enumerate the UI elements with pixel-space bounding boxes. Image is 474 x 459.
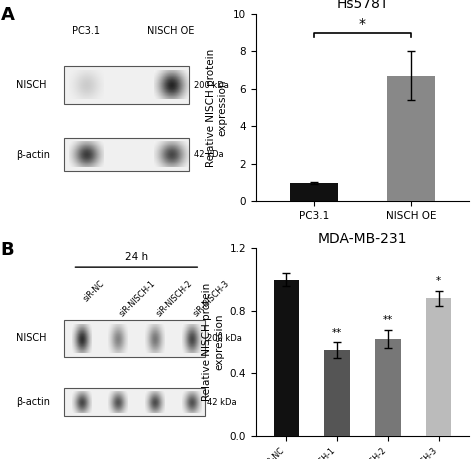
Bar xyxy=(290,183,338,202)
Text: β-actin: β-actin xyxy=(17,150,50,160)
Text: A: A xyxy=(1,6,15,24)
Text: NISCH: NISCH xyxy=(17,80,47,90)
Bar xyxy=(375,339,401,436)
Text: B: B xyxy=(1,241,14,259)
Text: 42 kDa: 42 kDa xyxy=(193,150,223,159)
Text: siR-NISCH-3: siR-NISCH-3 xyxy=(191,279,231,318)
Bar xyxy=(387,76,435,202)
Text: PC3.1: PC3.1 xyxy=(72,26,100,36)
Bar xyxy=(64,66,189,104)
Bar xyxy=(426,298,451,436)
Text: siR-NISCH-2: siR-NISCH-2 xyxy=(155,279,194,318)
Text: **: ** xyxy=(332,328,342,337)
Text: 42 kDa: 42 kDa xyxy=(207,398,237,407)
Bar xyxy=(64,319,205,357)
Y-axis label: Relative NISCH protein
expression: Relative NISCH protein expression xyxy=(202,283,224,401)
Title: MDA-MB-231: MDA-MB-231 xyxy=(318,232,407,246)
Text: *: * xyxy=(359,17,366,31)
Text: 24 h: 24 h xyxy=(125,252,148,262)
Text: β-actin: β-actin xyxy=(17,397,50,407)
Text: 200 kDa: 200 kDa xyxy=(207,334,242,343)
Title: Hs578T: Hs578T xyxy=(337,0,389,11)
Text: 200 kDa: 200 kDa xyxy=(193,81,228,90)
Text: NISCH OE: NISCH OE xyxy=(147,26,195,36)
Y-axis label: Relative NISCH protein
expression: Relative NISCH protein expression xyxy=(206,49,228,167)
Text: siR-NC: siR-NC xyxy=(82,279,106,303)
Bar xyxy=(64,138,189,171)
Bar xyxy=(324,350,350,436)
Bar xyxy=(273,280,299,436)
Bar xyxy=(64,388,205,416)
Text: NISCH: NISCH xyxy=(17,333,47,343)
Text: *: * xyxy=(436,276,441,286)
Text: **: ** xyxy=(383,315,393,325)
Text: siR-NISCH-1: siR-NISCH-1 xyxy=(118,279,158,318)
